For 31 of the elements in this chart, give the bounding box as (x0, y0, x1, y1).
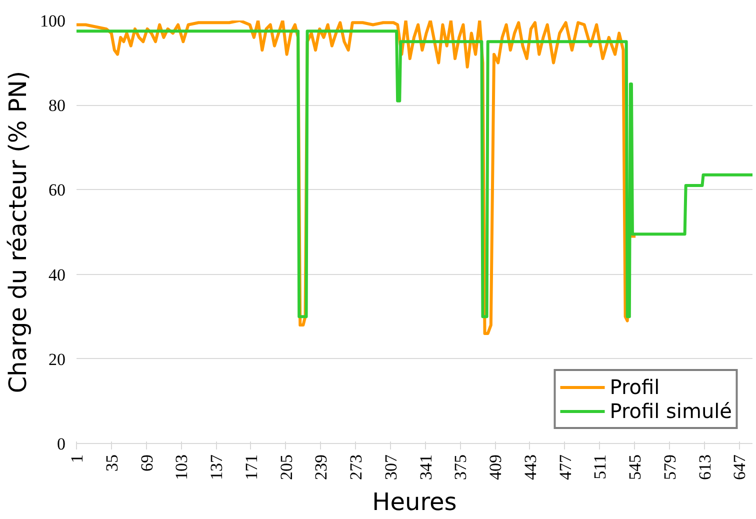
legend-label: Profil (610, 375, 660, 399)
line-series (76, 30, 752, 318)
y-tick-label: 20 (48, 350, 66, 369)
y-tick-label: 100 (40, 12, 66, 30)
x-tick-label: 1 (68, 454, 86, 463)
legend-label: Profil simulé (610, 399, 732, 423)
x-tick-label: 341 (416, 454, 436, 480)
y-tick-label: 80 (48, 96, 66, 116)
x-tick-label: 409 (486, 454, 506, 480)
x-tick-label: 103 (172, 454, 192, 480)
x-tick-label: 137 (207, 454, 226, 480)
y-tick-label: 40 (48, 265, 66, 284)
x-tick-label: 613 (695, 454, 714, 480)
y-tick-label: 0 (57, 434, 66, 454)
x-tick-label: 307 (381, 454, 400, 480)
x-tick-label: 647 (730, 454, 750, 480)
x-tick-label: 579 (660, 454, 680, 480)
y-tick-label: 60 (48, 180, 66, 200)
x-tick-label: 477 (556, 454, 575, 480)
x-axis-title: Heures (372, 488, 457, 516)
x-tick-label: 205 (276, 454, 296, 480)
x-tick-label: 511 (590, 454, 610, 480)
x-tick-label: 35 (102, 454, 122, 472)
x-tick-label: 69 (137, 454, 156, 472)
x-tick-label: 171 (242, 454, 261, 480)
x-tick-label: 375 (451, 454, 470, 480)
x-tick-label: 443 (520, 454, 540, 480)
x-tick-label: 239 (312, 454, 331, 480)
x-tick-label: 545 (626, 454, 645, 480)
x-tick-label: 273 (346, 454, 366, 480)
y-axis-title: Charge du réacteur (% PN) (4, 70, 32, 394)
